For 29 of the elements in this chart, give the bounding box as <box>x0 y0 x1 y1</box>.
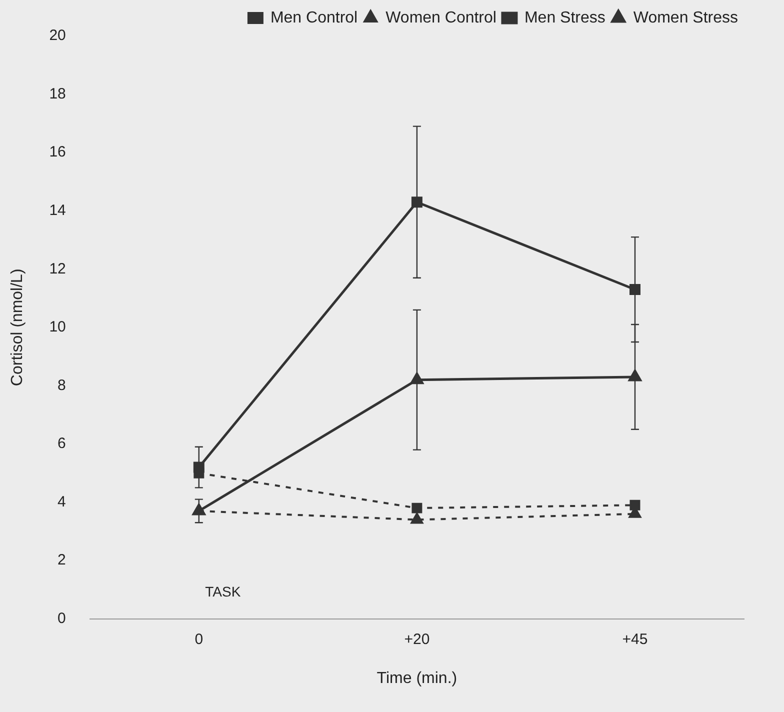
x-axis-title: Time (min.) <box>376 670 458 687</box>
y-axis-title: Cortisol (nmol/L) <box>9 268 26 386</box>
x-tick-label: +45 <box>622 630 648 648</box>
legend-label: Women Stress <box>633 9 738 26</box>
legend-label: Men Control <box>270 9 358 26</box>
x-tick-label: 0 <box>194 630 204 648</box>
y-tick-label: 2 <box>58 552 66 569</box>
y-tick-label: 8 <box>58 376 66 394</box>
y-tick-label: 12 <box>49 260 66 278</box>
y-tick-label: 0 <box>58 610 66 627</box>
point <box>412 502 422 514</box>
point <box>194 468 204 478</box>
y-tick-label: 20 <box>49 27 66 44</box>
legend-label: Men Stress <box>524 9 606 26</box>
y-tick-label: 4 <box>58 493 66 510</box>
y-tick-label: 14 <box>49 202 66 219</box>
y-tick-label: 16 <box>49 144 66 161</box>
point <box>410 372 424 384</box>
point <box>629 284 640 296</box>
legend-label: Women Control <box>386 9 496 26</box>
point <box>628 370 642 382</box>
point <box>630 500 640 510</box>
point <box>410 512 424 524</box>
x-tick-label: +20 <box>404 630 430 648</box>
y-tick-label: 18 <box>49 85 66 102</box>
y-tick-label: 6 <box>58 435 66 452</box>
point <box>411 196 422 208</box>
y-tick-label: 10 <box>49 318 66 336</box>
annotation: TASK <box>205 584 242 600</box>
